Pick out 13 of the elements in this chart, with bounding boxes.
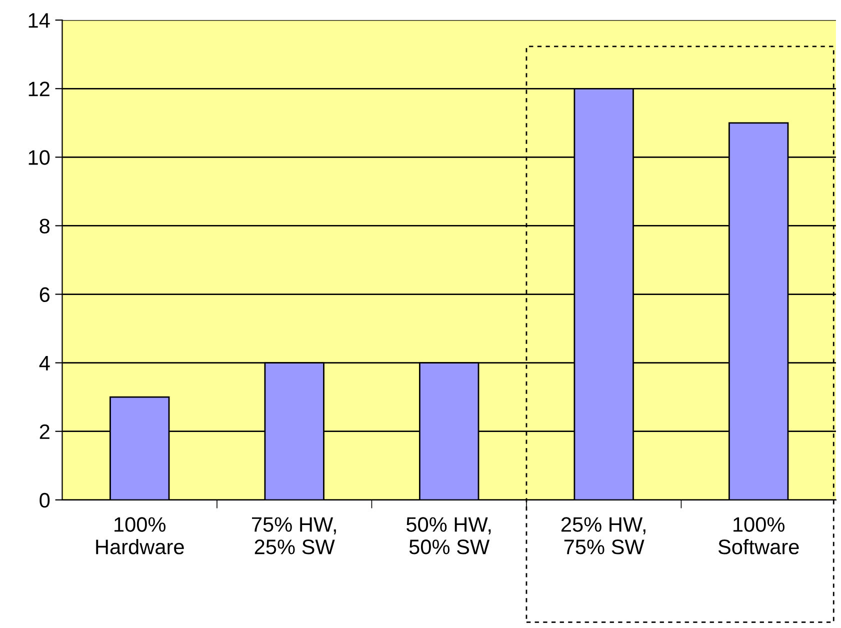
x-tick-label: 100% Software: [718, 517, 799, 554]
y-tick-label: 8: [40, 218, 50, 234]
x-tick-label: 75% HW, 25% SW: [252, 517, 336, 554]
y-tick-label: 0: [40, 492, 50, 508]
y-tick-label: 2: [40, 424, 50, 439]
x-tick-label: 25% HW, 75% SW: [561, 517, 646, 554]
y-tick-label: 14: [28, 13, 50, 28]
x-tick-label: 50% HW, 50% SW: [406, 517, 491, 554]
y-tick-label: 10: [28, 150, 50, 165]
x-tick-label: 100% Hardware: [96, 517, 184, 554]
y-tick-label: 4: [39, 356, 50, 370]
y-tick-label: 6: [40, 287, 50, 302]
y-tick-label: 12: [28, 82, 50, 96]
